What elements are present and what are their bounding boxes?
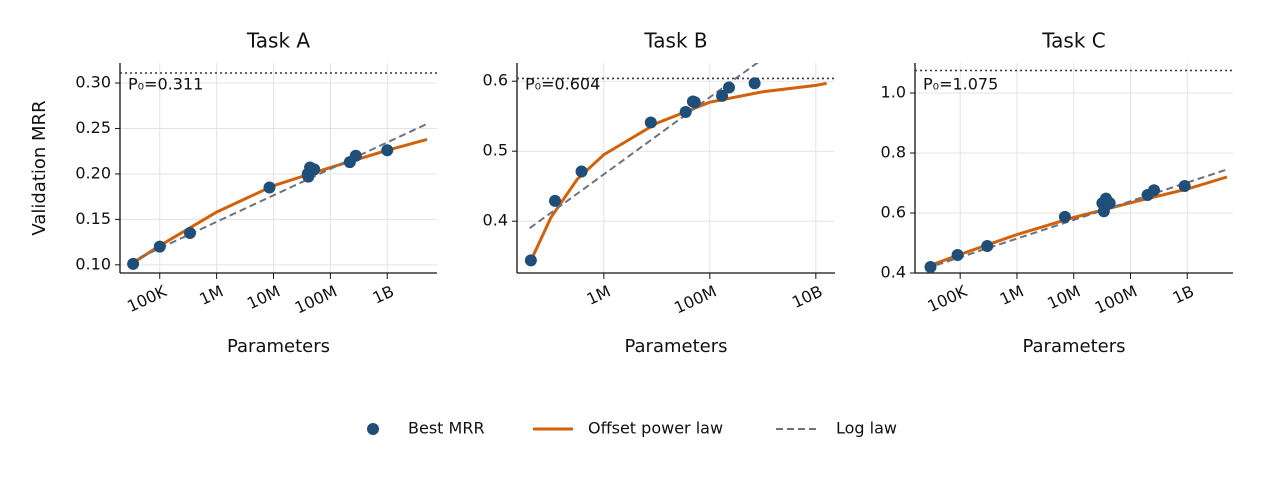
x-tick-label: 1B bbox=[1170, 281, 1197, 307]
data-point bbox=[924, 261, 937, 273]
legend-label: Log law bbox=[836, 419, 897, 438]
x-tick-label: 10M bbox=[1044, 281, 1083, 313]
y-tick-label: 0.20 bbox=[75, 163, 111, 182]
data-point bbox=[153, 240, 166, 253]
y-tick-label: 0.10 bbox=[75, 254, 111, 273]
subplot: Task B 0.4 0.5 0.6 1M 100M 10B Parameters P₀=0.6… bbox=[483, 29, 835, 357]
data-point bbox=[127, 257, 140, 270]
fit-line bbox=[528, 81, 827, 264]
subplot: Task C 0.4 0.6 0.8 1.0 100K 1M 10M 100M 1B Paramet… bbox=[881, 29, 1233, 357]
data-point bbox=[723, 81, 735, 94]
fit-line bbox=[129, 137, 428, 267]
data-point bbox=[308, 163, 321, 176]
y-tick-label: 0.15 bbox=[75, 209, 111, 228]
x-axis-label: Parameters bbox=[1022, 336, 1125, 357]
x-tick-label: 10M bbox=[244, 281, 283, 313]
data-point bbox=[688, 96, 701, 109]
data-point bbox=[263, 181, 276, 194]
subplot-title: Task B bbox=[643, 29, 707, 53]
y-tick-label: 0.30 bbox=[75, 73, 111, 92]
x-tick-label: 100M bbox=[292, 281, 340, 317]
data-point bbox=[1103, 197, 1116, 210]
data-point bbox=[524, 254, 537, 267]
x-tick-label: 10B bbox=[789, 281, 825, 311]
data-point bbox=[644, 116, 657, 129]
data-point bbox=[381, 144, 394, 157]
data-point bbox=[1148, 184, 1161, 197]
legend-label: Offset power law bbox=[588, 419, 723, 438]
y-tick-label: 0.6 bbox=[881, 203, 906, 222]
subplot-title: Task C bbox=[1041, 29, 1106, 53]
legend-label: Best MRR bbox=[408, 419, 485, 438]
y-tick-label: 1.0 bbox=[881, 83, 906, 102]
annotation: P₀=0.311 bbox=[128, 75, 203, 94]
data-point bbox=[1178, 180, 1191, 192]
y-axis-label: Validation MRR bbox=[29, 100, 50, 235]
data-point bbox=[549, 194, 562, 207]
y-tick-label: 0.25 bbox=[75, 118, 111, 137]
x-tick-label: 1M bbox=[196, 281, 226, 308]
subplot: Task A 0.10 0.15 0.20 0.25 0.30 100K 1M 10M 100M 1… bbox=[29, 29, 437, 357]
data-point bbox=[748, 77, 761, 90]
data-point bbox=[981, 240, 994, 252]
annotation: P₀=0.604 bbox=[525, 75, 600, 94]
data-point bbox=[951, 249, 964, 261]
data-point bbox=[575, 165, 588, 178]
x-tick-label: 100K bbox=[124, 281, 170, 316]
x-axis-label: Parameters bbox=[227, 336, 330, 357]
x-tick-label: 100K bbox=[925, 281, 971, 316]
log-law-line bbox=[925, 168, 1228, 270]
x-tick-label: 1M bbox=[584, 281, 614, 308]
data-point bbox=[679, 106, 692, 118]
data-point bbox=[716, 89, 729, 102]
x-axis-label: Parameters bbox=[624, 336, 727, 357]
legend: Best MRR Offset power law Log law bbox=[367, 419, 897, 438]
data-point bbox=[183, 227, 196, 239]
x-tick-label: 1B bbox=[370, 281, 397, 307]
y-tick-label: 0.4 bbox=[483, 211, 508, 230]
log-law-line bbox=[129, 122, 428, 264]
log-law-line bbox=[529, 63, 759, 230]
annotation: P₀=1.075 bbox=[923, 75, 998, 94]
data-point bbox=[349, 149, 362, 162]
x-tick-label: 100M bbox=[671, 281, 719, 317]
x-tick-label: 1M bbox=[997, 281, 1027, 308]
y-tick-label: 0.8 bbox=[881, 143, 906, 162]
y-tick-label: 0.6 bbox=[483, 71, 508, 90]
legend-marker bbox=[367, 423, 379, 435]
x-tick-label: 100M bbox=[1092, 281, 1140, 317]
y-tick-label: 0.5 bbox=[483, 141, 508, 160]
data-point bbox=[1058, 210, 1071, 223]
y-tick-label: 0.4 bbox=[881, 263, 906, 282]
subplot-title: Task A bbox=[246, 29, 311, 53]
